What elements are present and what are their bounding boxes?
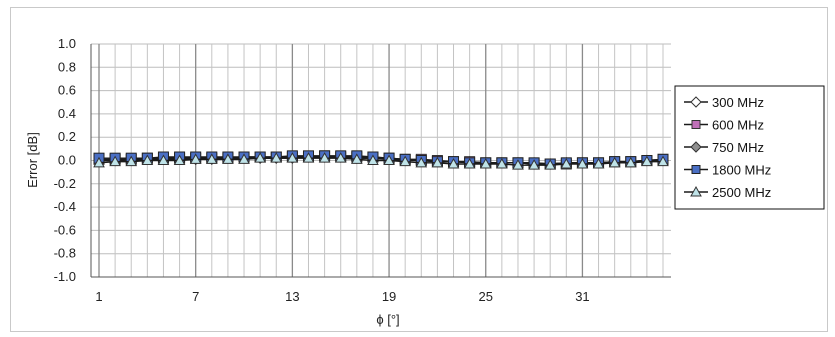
x-tick-label: 7 xyxy=(192,289,199,304)
y-tick-label: -1.0 xyxy=(54,269,76,284)
data-point xyxy=(334,152,347,163)
data-point xyxy=(560,157,573,169)
data-point xyxy=(125,155,138,167)
data-point xyxy=(608,156,621,168)
x-tick-label: 1 xyxy=(95,289,102,304)
data-point xyxy=(399,155,412,167)
legend-marker xyxy=(690,185,702,197)
data-point xyxy=(512,159,524,170)
data-point xyxy=(302,152,315,163)
x-tick-labels: 1 7 13 19 25 31 xyxy=(95,289,589,304)
legend-item: 750 MHz xyxy=(684,140,764,155)
legend-item: 300 MHz xyxy=(684,95,764,110)
data-point xyxy=(109,155,121,167)
data-point xyxy=(383,154,395,165)
series-2500-mhz xyxy=(93,152,669,170)
data-point xyxy=(415,156,428,168)
data-point xyxy=(318,152,331,163)
data-point xyxy=(496,157,508,169)
data-point xyxy=(463,157,476,169)
legend-marker xyxy=(690,96,702,108)
x-tick-label: 31 xyxy=(575,289,589,304)
legend-item: 600 MHz xyxy=(684,118,764,133)
data-point xyxy=(641,155,653,167)
data-point xyxy=(576,157,589,169)
data-point xyxy=(157,154,170,165)
y-tick-label: 0.0 xyxy=(58,153,76,168)
y-tick-label: -0.8 xyxy=(54,246,76,261)
data-point xyxy=(286,152,299,163)
y-tick-label: 0.6 xyxy=(58,83,76,98)
data-point xyxy=(657,155,669,167)
x-tick-label: 25 xyxy=(479,289,493,304)
legend-item: 2500 MHz xyxy=(684,185,771,200)
data-point xyxy=(238,153,250,164)
legend-label: 300 MHz xyxy=(712,95,764,110)
y-tick-label: 1.0 xyxy=(58,36,76,51)
series-layer xyxy=(93,150,669,170)
y-tick-label: 0.8 xyxy=(58,59,76,74)
data-point xyxy=(447,157,460,169)
y-tick-label: -0.2 xyxy=(54,176,76,191)
y-axis-title: Error [dB] xyxy=(25,132,40,188)
y-tick-labels: 1.0 0.8 0.6 0.4 0.2 0.0 -0.2 -0.4 -0.6 -0.8 -1.0 xyxy=(54,36,76,284)
data-point xyxy=(528,159,540,170)
y-tick-label: -0.6 xyxy=(54,222,76,237)
y-tick-label: 0.4 xyxy=(58,106,76,121)
data-point xyxy=(173,154,186,165)
x-tick-label: 13 xyxy=(285,289,299,304)
data-point xyxy=(479,157,492,169)
legend: 300 MHz 600 MHz 750 MHz 1800 MHz 2500 MHz xyxy=(674,85,825,210)
x-axis-title: ϕ [°] xyxy=(376,312,399,327)
legend-marker xyxy=(691,120,701,129)
data-point xyxy=(624,156,637,168)
legend-marker xyxy=(691,165,701,174)
data-point xyxy=(254,152,266,163)
data-point xyxy=(222,153,234,164)
legend-label: 750 MHz xyxy=(712,140,764,155)
data-point xyxy=(592,157,605,169)
data-point xyxy=(367,154,379,165)
data-point xyxy=(141,154,154,165)
data-point xyxy=(431,156,444,168)
data-point xyxy=(544,159,557,170)
data-point xyxy=(205,153,218,164)
legend-label: 600 MHz xyxy=(712,118,764,133)
legend-label: 2500 MHz xyxy=(712,185,771,200)
data-point xyxy=(93,156,105,168)
data-point xyxy=(189,153,202,164)
legend-marker xyxy=(690,141,702,153)
y-tick-label: -0.4 xyxy=(54,199,76,214)
legend-label: 1800 MHz xyxy=(712,163,771,178)
data-point xyxy=(350,153,363,164)
legend-item: 1800 MHz xyxy=(684,163,771,178)
data-point xyxy=(270,152,283,163)
y-tick-label: 0.2 xyxy=(58,129,76,144)
x-tick-label: 19 xyxy=(382,289,396,304)
